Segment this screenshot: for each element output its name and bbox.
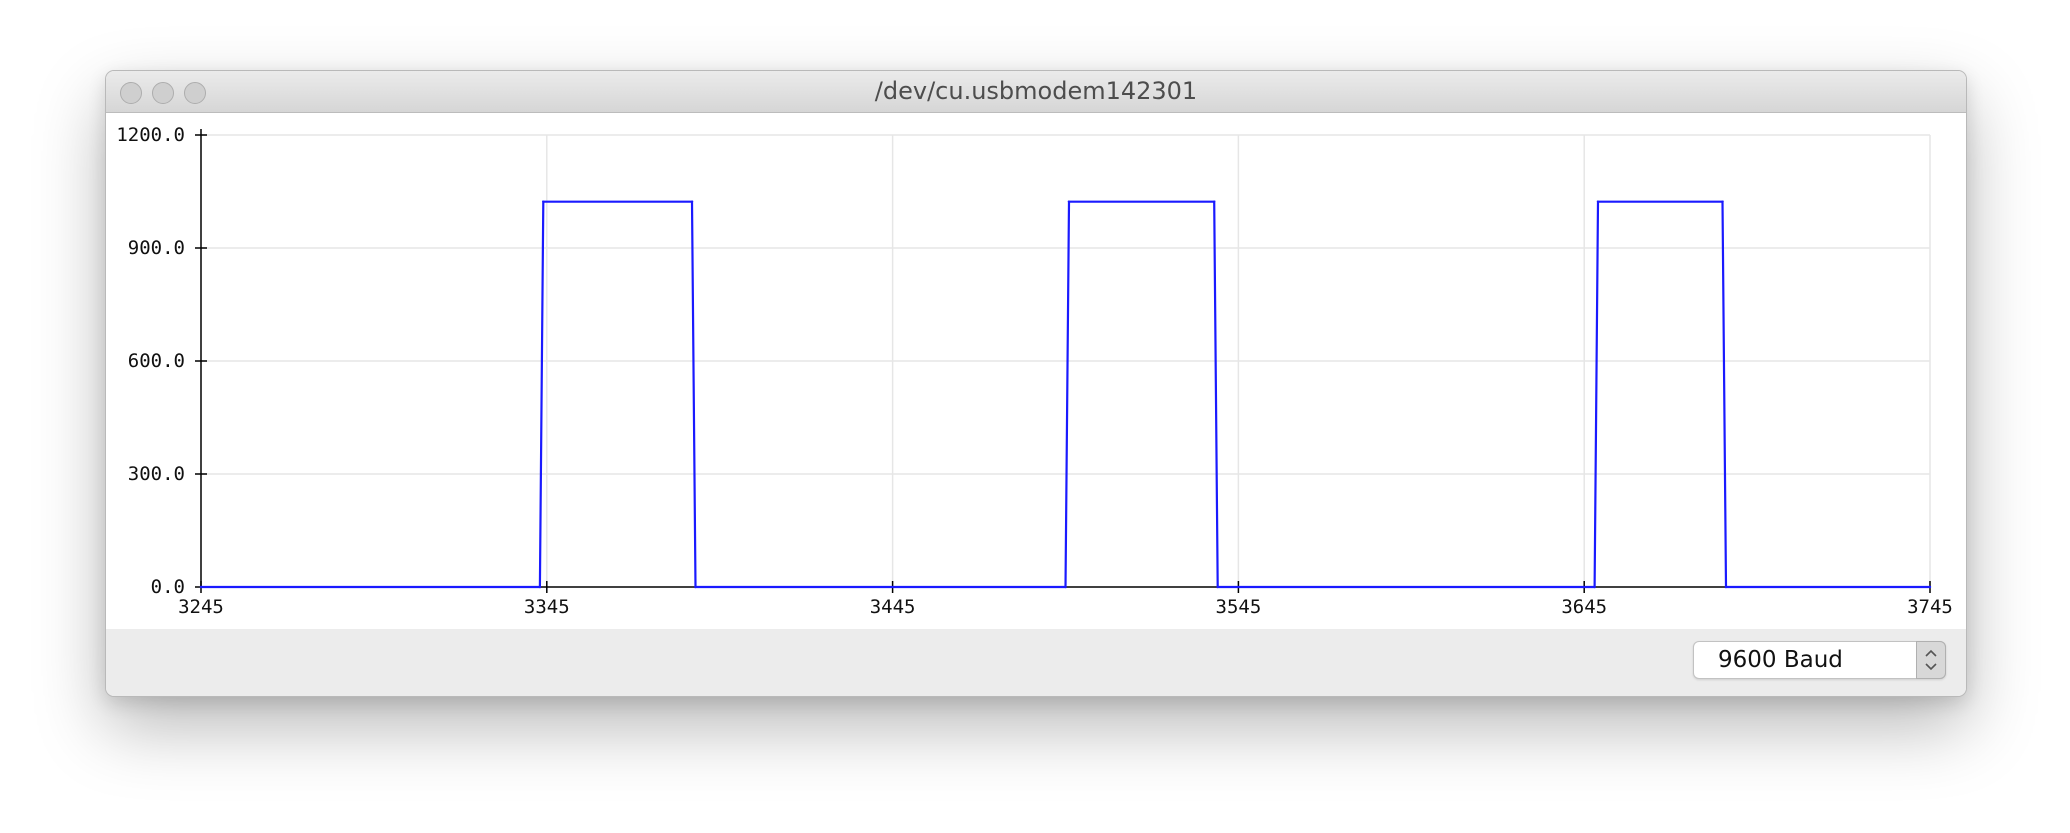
y-tick-label: 900.0 [128,237,185,259]
data-point [690,200,694,203]
x-tick-label: 3745 [1907,596,1953,618]
data-point [1064,585,1067,589]
data-point [1212,200,1216,203]
data-point [1928,585,1932,589]
baud-rate-select[interactable]: 9600 Baud [1693,641,1946,679]
data-point [1596,200,1600,203]
data-point [1067,200,1071,203]
title-bar[interactable]: /dev/cu.usbmodem142301 [106,71,1966,113]
x-tick-label: 3645 [1561,596,1607,618]
y-tick-label: 300.0 [128,463,185,485]
series-line [201,200,1930,589]
serial-plotter-window: /dev/cu.usbmodem142301 0.0 300.0 600.0 900.… [105,70,1967,697]
window-title: /dev/cu.usbmodem142301 [874,77,1198,105]
y-tick-label: 0.0 [151,576,185,598]
footer-bar: 9600 Baud [106,629,1966,696]
x-tick-label: 3445 [870,596,916,618]
x-tick-label: 3345 [524,596,570,618]
data-point [1724,585,1728,589]
minimize-icon[interactable] [152,82,174,104]
data-point [1216,585,1219,589]
data-point [1593,585,1596,589]
x-tick-label: 3245 [178,596,224,618]
data-point [538,585,542,589]
plot-area: 0.0 300.0 600.0 900.0 1200.0 3245 3345 3445 3545… [106,113,1966,629]
x-tick-label: 3545 [1216,596,1262,618]
serial-plot-chart: 0.0 300.0 600.0 900.0 1200.0 3245 3345 3445 3545… [116,124,1953,618]
data-point [1721,200,1724,203]
baud-rate-value: 9600 Baud [1718,647,1843,673]
close-icon[interactable] [120,82,142,104]
up-down-chevron-icon[interactable] [1916,641,1946,679]
y-tick-label: 1200.0 [116,124,185,146]
data-point [199,585,203,589]
data-point [694,585,697,589]
y-tick-label: 600.0 [128,350,185,372]
zoom-icon[interactable] [184,82,206,104]
data-point [542,200,545,203]
